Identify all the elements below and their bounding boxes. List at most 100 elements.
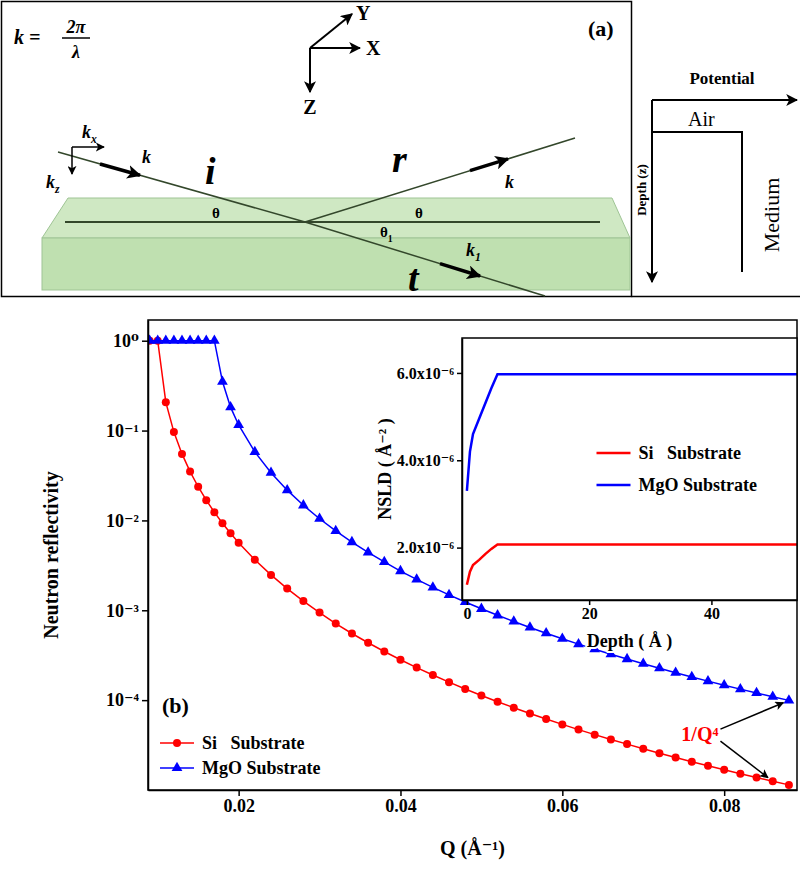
- legend-label: Si Substrate: [202, 733, 305, 753]
- tick-mark: [142, 340, 148, 342]
- data-point: [413, 664, 421, 672]
- axis-name: X: [366, 37, 381, 59]
- tick: 20: [582, 600, 598, 622]
- annotation-arrow: [720, 741, 768, 778]
- tick-mark: [142, 700, 148, 702]
- region-label: Medium: [759, 178, 784, 253]
- data-point: [249, 446, 260, 455]
- fraction-bar: [62, 37, 90, 39]
- tick: 0: [463, 600, 471, 622]
- plot-frame: [148, 320, 797, 790]
- legend: Si SubstrateMgO Substrate: [596, 443, 757, 495]
- data-point: [525, 621, 536, 630]
- data-point: [461, 685, 469, 693]
- series-line: [467, 374, 797, 491]
- data-point: [476, 603, 487, 612]
- data-point: [316, 609, 324, 617]
- tick-label: 10⁰: [113, 331, 139, 351]
- data-point: [655, 749, 663, 757]
- axis-line: [463, 600, 798, 602]
- tick-label: 20: [582, 605, 598, 622]
- legend-item: Si Substrate: [160, 733, 305, 753]
- data-point: [235, 539, 243, 547]
- data-point: [283, 585, 291, 593]
- tick-label: 6.0x10⁻⁶: [397, 365, 454, 382]
- legend-label: MgO Substrate: [638, 475, 757, 495]
- depth-label: Depth (z): [634, 164, 649, 216]
- y-axis: 2.0x10⁻⁶4.0x10⁻⁶6.0x10⁻⁶: [397, 339, 463, 601]
- k-arrow: [100, 164, 140, 175]
- legend-swatch: [596, 484, 630, 487]
- data-point: [573, 638, 584, 647]
- tick-mark: [467, 600, 469, 605]
- data-point: [767, 691, 778, 700]
- x-axis-title: Depth ( Å ): [587, 631, 673, 652]
- data-point: [541, 627, 552, 636]
- data-point: [526, 709, 534, 717]
- data-point: [751, 687, 762, 696]
- data-point: [227, 529, 235, 537]
- data-point: [178, 450, 186, 458]
- wavevector-label: kx: [82, 122, 97, 146]
- k-arrow: [470, 159, 508, 171]
- data-point: [233, 419, 244, 428]
- data-point: [607, 735, 615, 743]
- axis-line: [462, 339, 464, 601]
- tick-label: 2.0x10⁻⁶: [397, 539, 454, 556]
- legend-item: MgO Substrate: [596, 475, 757, 495]
- tick: 0.08: [709, 790, 741, 816]
- data-point: [314, 513, 325, 522]
- data-point: [427, 581, 438, 590]
- data-point: [330, 525, 341, 534]
- base-text: k: [466, 240, 475, 260]
- k-arrow: [440, 264, 480, 276]
- potential-title: Potential: [689, 69, 754, 88]
- beam-label: i: [205, 150, 216, 192]
- angle-label: θ1: [380, 224, 393, 244]
- subscript: z: [54, 183, 60, 196]
- y-axis: 10⁰10⁻¹10⁻²10⁻³10⁻⁴: [106, 321, 148, 791]
- annotation: 1/Q⁴: [681, 723, 718, 745]
- axis-line: [148, 321, 150, 791]
- data-point: [477, 691, 485, 699]
- data-point: [623, 740, 631, 748]
- formula: 2π: [66, 17, 87, 37]
- data-point: [396, 656, 404, 664]
- tick: 10⁰: [113, 331, 148, 351]
- panel-label: (a): [588, 16, 614, 41]
- data-point: [735, 683, 746, 692]
- y-axis-title: NSLD ( Å⁻² ): [375, 418, 396, 519]
- data-point: [672, 753, 680, 761]
- tick: 0.06: [547, 790, 579, 816]
- data-point: [209, 335, 220, 344]
- tick: 0.02: [223, 790, 255, 816]
- data-point: [654, 662, 665, 671]
- tick-label: 0.08: [709, 796, 741, 816]
- tick: 10⁻²: [106, 511, 148, 531]
- data-point: [348, 629, 356, 637]
- data-point: [210, 508, 218, 516]
- data-point: [688, 758, 696, 766]
- region-label: Air: [688, 108, 715, 130]
- axis-name: Y: [356, 2, 371, 24]
- surface-line: [65, 221, 600, 223]
- tick: 10⁻¹: [106, 421, 148, 441]
- data-point: [162, 398, 170, 406]
- wavevector-label: k: [142, 147, 151, 167]
- axis-line: [149, 790, 798, 792]
- data-point: [591, 731, 599, 739]
- legend-label: MgO Substrate: [202, 758, 321, 778]
- axis-arrow: [310, 47, 360, 49]
- data-point: [510, 704, 518, 712]
- panel-label: (b): [162, 693, 189, 718]
- tick-mark: [142, 610, 148, 612]
- tick-label: 10⁻²: [106, 511, 139, 531]
- angle-label: θ: [212, 205, 220, 221]
- angle-label: θ: [415, 205, 423, 221]
- tick: 10⁻³: [106, 601, 148, 621]
- data-point: [575, 726, 583, 734]
- data-point: [557, 633, 568, 642]
- data-point: [170, 428, 178, 436]
- slab-front: [42, 238, 630, 290]
- tick-label: 10⁻³: [106, 601, 140, 621]
